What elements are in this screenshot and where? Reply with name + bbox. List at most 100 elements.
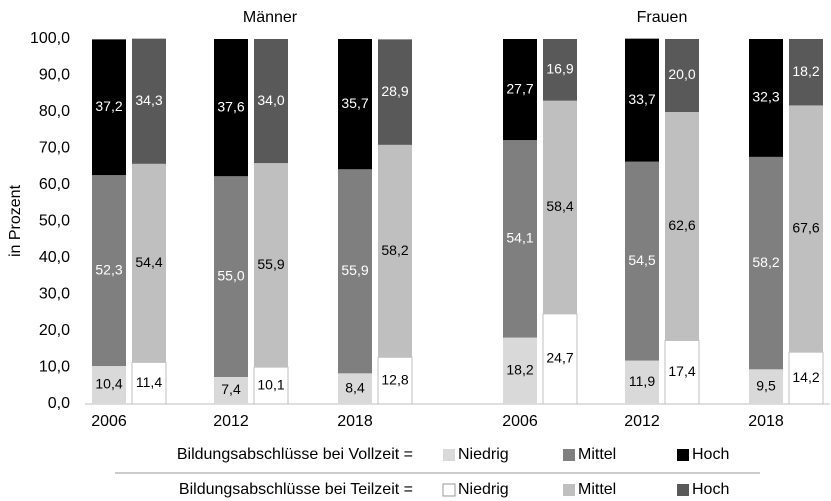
bar-segment <box>503 140 537 338</box>
x-tick-label: 2018 <box>337 413 373 430</box>
data-label: 55,9 <box>257 256 284 272</box>
data-label: 58,4 <box>546 198 573 214</box>
y-tick-label: 80,0 <box>39 103 70 120</box>
legend-swatch <box>443 449 455 461</box>
bar-segment <box>749 39 783 157</box>
bar-segment <box>665 39 699 112</box>
bar-segment <box>254 39 288 164</box>
y-tick-label: 20,0 <box>39 322 70 339</box>
data-label: 67,6 <box>792 220 819 236</box>
y-tick-label: 30,0 <box>39 286 70 303</box>
bar-segment <box>132 38 166 164</box>
bar-segment <box>338 169 372 374</box>
data-label: 16,9 <box>546 61 573 77</box>
legend-label: Hoch <box>692 446 729 463</box>
y-tick-label: 90,0 <box>39 67 70 84</box>
data-label: 32,3 <box>752 89 779 105</box>
data-label: 10,4 <box>95 376 122 392</box>
legend-swatch <box>677 449 689 461</box>
legend-label: Niedrig <box>458 446 509 463</box>
group-label: Frauen <box>637 9 688 26</box>
data-label: 54,1 <box>506 230 533 246</box>
data-label: 10,1 <box>257 376 284 392</box>
bar-segment <box>625 38 659 162</box>
legend-label: Mittel <box>578 481 616 498</box>
bar-segment <box>92 39 126 176</box>
bar-segment <box>749 369 783 404</box>
data-label: 34,3 <box>135 92 162 108</box>
data-label: 8,4 <box>345 379 365 395</box>
bar-segment <box>254 163 288 368</box>
bar-segment <box>92 366 126 404</box>
bar-segment <box>214 176 248 377</box>
bar-segment <box>664 339 700 405</box>
bar-segment <box>503 39 537 141</box>
bar-segment <box>789 105 823 353</box>
y-tick-label: 60,0 <box>39 176 70 193</box>
bar-segment <box>338 39 372 170</box>
x-tick-label: 2006 <box>502 413 538 430</box>
bar-segment <box>92 175 126 367</box>
legend-swatch <box>677 484 689 496</box>
data-label: 58,2 <box>752 254 779 270</box>
y-tick-label: 10,0 <box>39 359 70 376</box>
data-label: 52,3 <box>95 261 122 277</box>
bar-segment <box>253 366 289 405</box>
bar-segment <box>131 361 167 405</box>
data-label: 55,0 <box>217 267 244 283</box>
legend-label: Niedrig <box>458 481 509 498</box>
x-tick-label: 2012 <box>624 413 660 430</box>
y-tick-label: 100,0 <box>30 30 70 47</box>
data-label: 24,7 <box>546 350 573 366</box>
data-label: 35,7 <box>341 95 368 111</box>
data-label: 62,6 <box>668 217 695 233</box>
data-label: 37,2 <box>95 98 122 114</box>
legend-label: Hoch <box>692 481 729 498</box>
data-label: 17,4 <box>668 363 695 379</box>
legend-swatch <box>563 484 575 496</box>
data-label: 18,2 <box>792 63 819 79</box>
bar-segment <box>132 163 166 363</box>
bar-segment <box>214 376 248 404</box>
data-label: 11,4 <box>136 374 162 390</box>
bar-segment <box>503 337 537 404</box>
x-tick-label: 2018 <box>748 413 784 430</box>
x-tick-label: 2006 <box>91 413 127 430</box>
data-label: 12,8 <box>381 371 408 387</box>
legend-row-label: Bildungsabschlüsse bei Teilzeit = <box>179 481 413 498</box>
data-label: 54,4 <box>135 254 162 270</box>
bar-segment <box>625 161 659 361</box>
data-label: 34,0 <box>257 92 284 108</box>
data-label: 7,4 <box>221 381 241 397</box>
y-tick-label: 50,0 <box>39 213 70 230</box>
data-label: 14,2 <box>792 369 819 385</box>
bar-segment <box>789 39 823 106</box>
bar-segment <box>749 156 783 370</box>
data-label: 9,5 <box>756 377 776 393</box>
y-tick-label: 70,0 <box>39 140 70 157</box>
x-tick-label: 2012 <box>213 413 249 430</box>
bar-segment <box>214 39 248 177</box>
y-tick-label: 0,0 <box>48 395 70 412</box>
data-label: 37,6 <box>217 98 244 114</box>
bar-segment <box>543 39 577 101</box>
legend-row-label: Bildungsabschlüsse bei Vollzeit = <box>177 446 413 463</box>
bar-segment <box>338 373 372 404</box>
y-axis-label: in Prozent <box>7 184 24 257</box>
data-label: 28,9 <box>381 83 408 99</box>
group-label: Männer <box>243 9 298 26</box>
legend-swatch <box>442 483 456 497</box>
bar-segment <box>788 351 824 405</box>
data-label: 54,5 <box>628 252 655 268</box>
data-label: 20,0 <box>668 66 695 82</box>
y-tick-label: 40,0 <box>39 249 70 266</box>
legend-swatch <box>563 449 575 461</box>
bar-segment <box>378 144 412 358</box>
bar-segment <box>378 39 412 145</box>
data-label: 33,7 <box>628 91 655 107</box>
bar-segment <box>665 112 699 341</box>
data-label: 58,2 <box>381 242 408 258</box>
data-label: 27,7 <box>506 80 533 96</box>
data-label: 55,9 <box>341 262 368 278</box>
